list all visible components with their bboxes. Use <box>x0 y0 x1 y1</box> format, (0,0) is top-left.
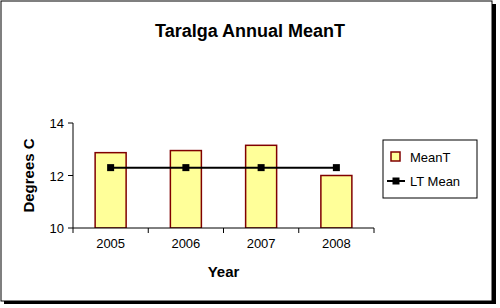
chart-frame <box>1 1 492 301</box>
legend-marker <box>393 178 400 185</box>
y-tick-label: 10 <box>50 221 64 236</box>
x-tick <box>298 228 299 233</box>
x-tick-label: 2005 <box>96 236 125 251</box>
y-tick <box>68 123 73 124</box>
x-tick <box>148 228 149 233</box>
marker <box>258 164 265 171</box>
legend-box <box>383 140 477 198</box>
plot-marks <box>95 145 352 228</box>
x-tick-label: 2007 <box>247 236 276 251</box>
bar <box>170 151 201 228</box>
line <box>111 167 337 169</box>
y-tick-label: 12 <box>50 169 64 184</box>
chart-title: Taralga Annual MeanT <box>155 21 345 41</box>
marker <box>107 164 114 171</box>
marker <box>333 164 340 171</box>
legend-label: LT Mean <box>410 174 460 189</box>
x-axis-label: Year <box>208 263 240 280</box>
y-tick <box>68 228 73 229</box>
x-tick <box>374 228 375 233</box>
bar <box>95 153 126 228</box>
y-axis-label: Degrees C <box>20 138 37 212</box>
y-tick-label: 14 <box>50 116 64 131</box>
x-tick-label: 2006 <box>171 236 200 251</box>
marker <box>182 164 189 171</box>
legend-label: MeanT <box>410 150 451 165</box>
bar <box>321 176 352 229</box>
y-tick <box>68 175 73 176</box>
x-tick-label: 2008 <box>322 236 351 251</box>
x-tick <box>73 228 74 233</box>
chart-root: Taralga Annual MeanT 10 12 14 2005 2006 2007 20… <box>0 0 500 308</box>
x-tick <box>223 228 224 233</box>
bar <box>246 145 277 228</box>
legend-swatch <box>391 152 400 161</box>
